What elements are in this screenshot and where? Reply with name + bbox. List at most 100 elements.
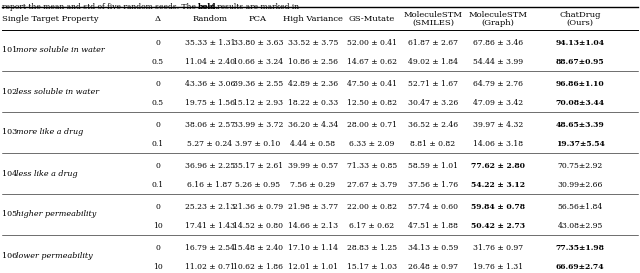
Text: 35.17 ± 2.61: 35.17 ± 2.61 — [233, 162, 283, 170]
Text: ChatDrug: ChatDrug — [559, 11, 601, 19]
Text: 49.02 ± 1.84: 49.02 ± 1.84 — [408, 58, 458, 66]
Text: 39.36 ± 2.55: 39.36 ± 2.55 — [233, 80, 283, 88]
Text: 66.69±2.74: 66.69±2.74 — [556, 263, 604, 271]
Text: 36.20 ± 4.34: 36.20 ± 4.34 — [288, 121, 338, 129]
Text: 6.17 ± 0.62: 6.17 ± 0.62 — [349, 222, 395, 230]
Text: 36.96 ± 2.25: 36.96 ± 2.25 — [185, 162, 235, 170]
Text: 11.04 ± 2.40: 11.04 ± 2.40 — [185, 58, 235, 66]
Text: 33.80 ± 3.63: 33.80 ± 3.63 — [233, 39, 284, 47]
Text: 48.65±3.39: 48.65±3.39 — [556, 121, 604, 129]
Text: 5.27 ± 0.24: 5.27 ± 0.24 — [188, 140, 232, 148]
Text: 34.13 ± 0.59: 34.13 ± 0.59 — [408, 244, 458, 252]
Text: 39.99 ± 0.57: 39.99 ± 0.57 — [288, 162, 338, 170]
Text: 11.02 ± 0.71: 11.02 ± 0.71 — [185, 263, 235, 271]
Text: 42.89 ± 2.36: 42.89 ± 2.36 — [288, 80, 338, 88]
Text: 16.79 ± 2.54: 16.79 ± 2.54 — [185, 244, 235, 252]
Text: 8.81 ± 0.82: 8.81 ± 0.82 — [410, 140, 456, 148]
Text: 0: 0 — [156, 39, 161, 47]
Text: 67.86 ± 3.46: 67.86 ± 3.46 — [473, 39, 523, 47]
Text: 94.13±1.04: 94.13±1.04 — [556, 39, 605, 47]
Text: 14.66 ± 2.13: 14.66 ± 2.13 — [288, 222, 338, 230]
Text: 88.67±0.95: 88.67±0.95 — [556, 58, 604, 66]
Text: 47.50 ± 0.41: 47.50 ± 0.41 — [347, 80, 397, 88]
Text: 22.00 ± 0.82: 22.00 ± 0.82 — [347, 203, 397, 211]
Text: 77.35±1.98: 77.35±1.98 — [556, 244, 604, 252]
Text: 28.83 ± 1.25: 28.83 ± 1.25 — [347, 244, 397, 252]
Text: 33.99 ± 3.72: 33.99 ± 3.72 — [233, 121, 283, 129]
Text: (Ours): (Ours) — [566, 19, 593, 27]
Text: 61.87 ± 2.67: 61.87 ± 2.67 — [408, 39, 458, 47]
Text: 56.56±1.84: 56.56±1.84 — [557, 203, 603, 211]
Text: 37.56 ± 1.76: 37.56 ± 1.76 — [408, 181, 458, 189]
Text: 21.98 ± 3.77: 21.98 ± 3.77 — [288, 203, 338, 211]
Text: 12.50 ± 0.82: 12.50 ± 0.82 — [347, 99, 397, 107]
Text: 21.36 ± 0.79: 21.36 ± 0.79 — [233, 203, 283, 211]
Text: more soluble in water: more soluble in water — [16, 46, 105, 55]
Text: 43.36 ± 3.06: 43.36 ± 3.06 — [185, 80, 235, 88]
Text: 12.01 ± 1.01: 12.01 ± 1.01 — [288, 263, 338, 271]
Text: Random: Random — [193, 15, 227, 23]
Text: 7.56 ± 0.29: 7.56 ± 0.29 — [291, 181, 335, 189]
Text: 31.76 ± 0.97: 31.76 ± 0.97 — [473, 244, 523, 252]
Text: 64.79 ± 2.76: 64.79 ± 2.76 — [473, 80, 523, 88]
Text: 6.16 ± 1.87: 6.16 ± 1.87 — [188, 181, 232, 189]
Text: 19.75 ± 1.56: 19.75 ± 1.56 — [185, 99, 235, 107]
Text: 3.97 ± 0.10: 3.97 ± 0.10 — [236, 140, 280, 148]
Text: 0: 0 — [156, 80, 161, 88]
Text: 26.48 ± 0.97: 26.48 ± 0.97 — [408, 263, 458, 271]
Text: 50.42 ± 2.73: 50.42 ± 2.73 — [471, 222, 525, 230]
Text: 58.59 ± 1.01: 58.59 ± 1.01 — [408, 162, 458, 170]
Text: higher permeability: higher permeability — [16, 210, 96, 218]
Text: GS-Mutate: GS-Mutate — [349, 15, 395, 23]
Text: 28.00 ± 0.71: 28.00 ± 0.71 — [347, 121, 397, 129]
Text: 47.51 ± 1.88: 47.51 ± 1.88 — [408, 222, 458, 230]
Text: 14.06 ± 3.18: 14.06 ± 3.18 — [473, 140, 523, 148]
Text: 70.08±3.44: 70.08±3.44 — [556, 99, 605, 107]
Text: 4.44 ± 0.58: 4.44 ± 0.58 — [291, 140, 335, 148]
Text: 19.76 ± 1.31: 19.76 ± 1.31 — [473, 263, 523, 271]
Text: (SMILES): (SMILES) — [412, 19, 454, 27]
Text: 54.44 ± 3.99: 54.44 ± 3.99 — [473, 58, 523, 66]
Text: 0: 0 — [156, 162, 161, 170]
Text: 36.52 ± 2.46: 36.52 ± 2.46 — [408, 121, 458, 129]
Text: less like a drug: less like a drug — [16, 170, 77, 177]
Text: 14.52 ± 0.80: 14.52 ± 0.80 — [233, 222, 283, 230]
Text: 57.74 ± 0.60: 57.74 ± 0.60 — [408, 203, 458, 211]
Text: 10: 10 — [153, 222, 163, 230]
Text: 25.23 ± 2.13: 25.23 ± 2.13 — [185, 203, 235, 211]
Text: 15.17 ± 1.03: 15.17 ± 1.03 — [347, 263, 397, 271]
Text: more like a drug: more like a drug — [16, 129, 83, 136]
Text: 10.66 ± 3.24: 10.66 ± 3.24 — [233, 58, 283, 66]
Text: 96.86±1.10: 96.86±1.10 — [556, 80, 604, 88]
Text: 19.37±5.54: 19.37±5.54 — [556, 140, 604, 148]
Text: PCA: PCA — [249, 15, 267, 23]
Text: 0: 0 — [156, 203, 161, 211]
Text: 52.71 ± 1.67: 52.71 ± 1.67 — [408, 80, 458, 88]
Text: 0: 0 — [156, 244, 161, 252]
Text: 102: 102 — [2, 88, 20, 96]
Text: 10.86 ± 2.56: 10.86 ± 2.56 — [288, 58, 338, 66]
Text: Δ: Δ — [155, 15, 161, 23]
Text: 105: 105 — [2, 210, 20, 218]
Text: 38.06 ± 2.57: 38.06 ± 2.57 — [185, 121, 235, 129]
Text: 27.67 ± 3.79: 27.67 ± 3.79 — [347, 181, 397, 189]
Text: 71.33 ± 0.85: 71.33 ± 0.85 — [347, 162, 397, 170]
Text: 59.84 ± 0.78: 59.84 ± 0.78 — [471, 203, 525, 211]
Text: 106: 106 — [2, 251, 20, 260]
Text: MoleculeSTM: MoleculeSTM — [468, 11, 527, 19]
Text: 70.75±2.92: 70.75±2.92 — [557, 162, 603, 170]
Text: 5.26 ± 0.95: 5.26 ± 0.95 — [236, 181, 280, 189]
Text: 15.48 ± 2.40: 15.48 ± 2.40 — [233, 244, 283, 252]
Text: 52.00 ± 0.41: 52.00 ± 0.41 — [347, 39, 397, 47]
Text: 101: 101 — [2, 46, 20, 55]
Text: 0: 0 — [156, 121, 161, 129]
Text: 39.97 ± 4.32: 39.97 ± 4.32 — [473, 121, 523, 129]
Text: less soluble in water: less soluble in water — [16, 88, 99, 96]
Text: bold.: bold. — [198, 3, 219, 11]
Text: 17.41 ± 1.43: 17.41 ± 1.43 — [185, 222, 235, 230]
Text: 17.10 ± 1.14: 17.10 ± 1.14 — [288, 244, 338, 252]
Text: High Variance: High Variance — [283, 15, 343, 23]
Text: 14.67 ± 0.62: 14.67 ± 0.62 — [347, 58, 397, 66]
Text: 33.52 ± 3.75: 33.52 ± 3.75 — [288, 39, 338, 47]
Text: 15.12 ± 2.93: 15.12 ± 2.93 — [233, 99, 283, 107]
